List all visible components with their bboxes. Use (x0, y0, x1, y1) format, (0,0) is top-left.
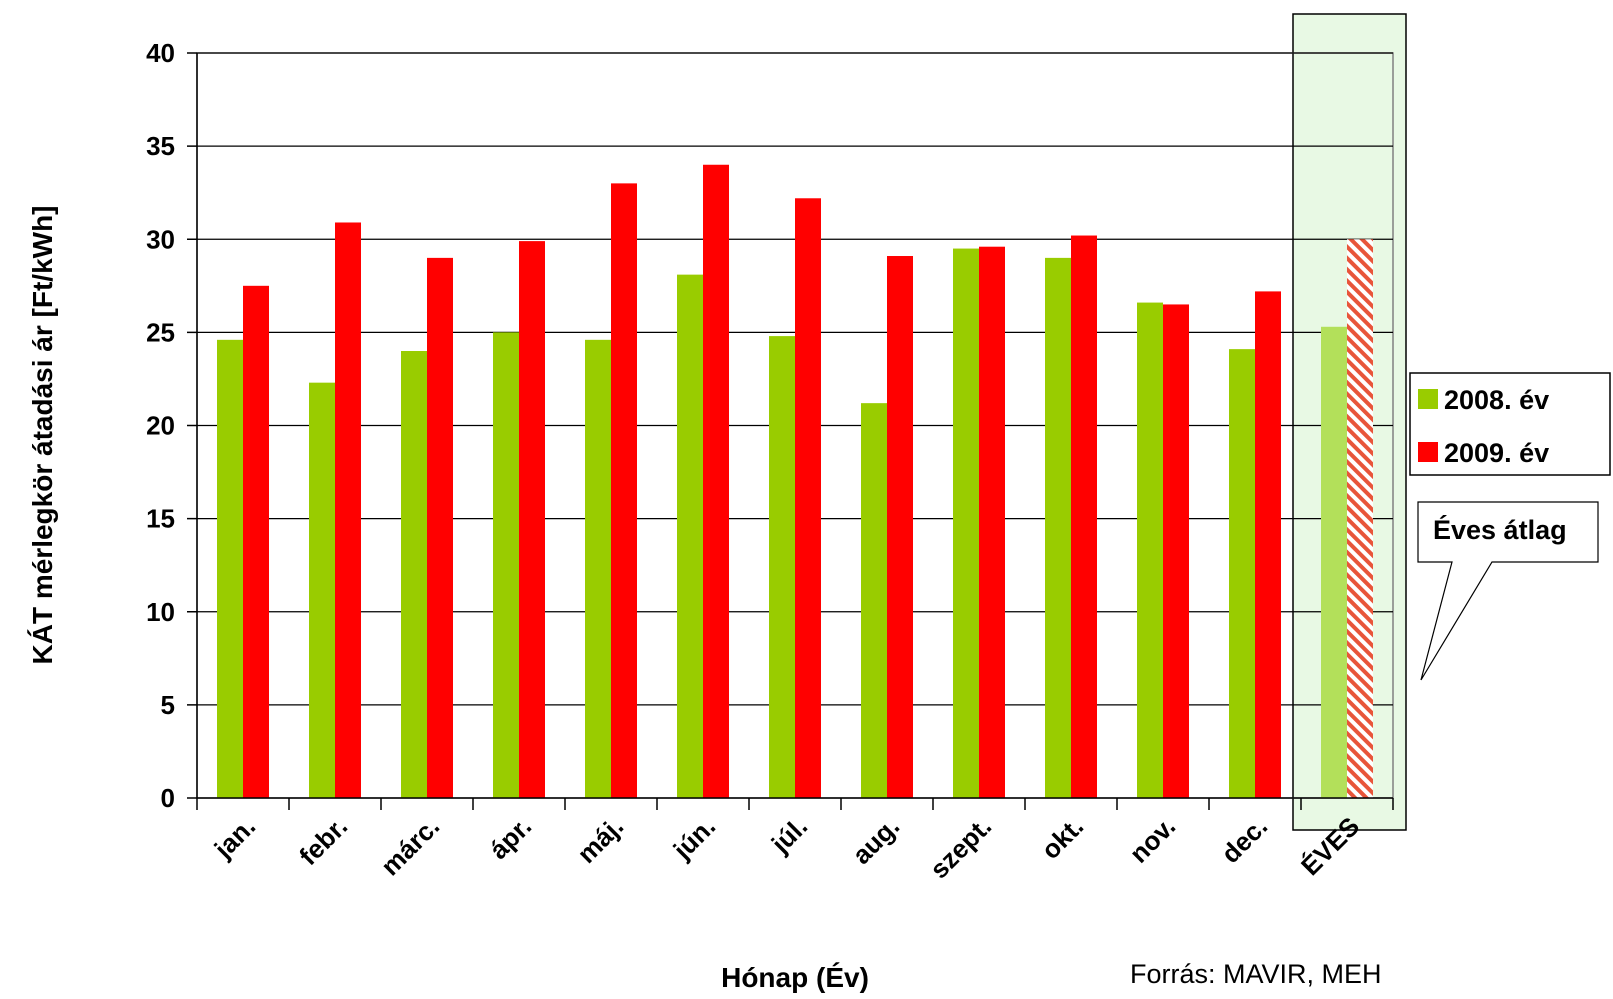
bars (217, 164, 1373, 799)
y-tick-label: 20 (146, 411, 175, 441)
x-category-label: ápr. (483, 811, 537, 865)
x-category-label: szept. (924, 811, 997, 884)
y-tick-label: 40 (146, 38, 175, 68)
legend-label-2009: 2009. év (1444, 438, 1549, 468)
x-category-label: júl. (765, 811, 813, 859)
legend: 2008. év 2009. év (1409, 372, 1611, 476)
bar-2008-3 (493, 332, 519, 798)
x-category-label: febr. (293, 811, 353, 871)
bar-2009-9 (1071, 235, 1097, 798)
x-category-label: márc. (375, 811, 445, 881)
legend-label-2008: 2008. év (1444, 385, 1549, 415)
y-tick-label: 25 (146, 317, 175, 347)
y-tick-label: 15 (146, 504, 175, 534)
x-category-label: máj. (571, 811, 629, 869)
bar-2009-6 (795, 198, 821, 798)
bar-2009-12 (1347, 239, 1373, 798)
y-axis-title: KÁT mérlegkör átadási ár [Ft/kWh] (27, 206, 58, 665)
y-tick-label: 30 (146, 224, 175, 254)
bar-2008-7 (861, 403, 887, 798)
bar-2009-11 (1255, 291, 1281, 798)
annual-average-callout: Éves átlag (1417, 501, 1599, 681)
bar-2008-1 (309, 382, 335, 798)
x-category-label: nov. (1124, 811, 1182, 869)
bar-2009-3 (519, 241, 545, 799)
bar-2009-2 (427, 257, 453, 798)
bar-2008-6 (769, 336, 795, 798)
legend-swatch-2009 (1418, 442, 1438, 462)
x-category-label: okt. (1035, 811, 1089, 865)
bar-2009-4 (611, 183, 637, 798)
bar-2008-0 (217, 339, 243, 798)
y-tick-label: 35 (146, 131, 175, 161)
bar-2008-5 (677, 274, 703, 798)
legend-swatch-2008 (1418, 389, 1438, 409)
y-axis-ticks: 0 5 10 15 20 25 30 35 40 (146, 38, 197, 813)
x-category-label: jún. (667, 811, 722, 866)
x-axis-title: Hónap (Év) (721, 962, 869, 993)
y-tick-label: 5 (161, 690, 175, 720)
bar-2008-4 (585, 339, 611, 798)
bar-2008-9 (1045, 257, 1071, 798)
bar-2009-7 (887, 256, 913, 798)
y-tick-label: 0 (161, 783, 175, 813)
x-category-label: dec. (1215, 811, 1273, 869)
bar-2009-0 (243, 285, 269, 798)
bar-2009-10 (1163, 304, 1189, 798)
callout-label: Éves átlag (1433, 514, 1567, 545)
bar-2008-12 (1321, 326, 1347, 798)
x-category-label: aug. (846, 811, 905, 870)
bar-2009-8 (979, 246, 1005, 798)
x-axis-ticks: jan. febr. márc. ápr. máj. jún. júl. aug. szept.… (196, 798, 1394, 884)
bar-2008-11 (1229, 349, 1255, 798)
bar-2009-5 (703, 164, 729, 798)
y-tick-label: 10 (146, 597, 175, 627)
source-note: Forrás: MAVIR, MEH (1130, 959, 1382, 989)
bar-2008-10 (1137, 302, 1163, 798)
bar-2008-2 (401, 351, 427, 798)
x-category-label: jan. (208, 811, 262, 865)
bar-2009-1 (335, 222, 361, 799)
bar-2008-8 (953, 248, 979, 798)
